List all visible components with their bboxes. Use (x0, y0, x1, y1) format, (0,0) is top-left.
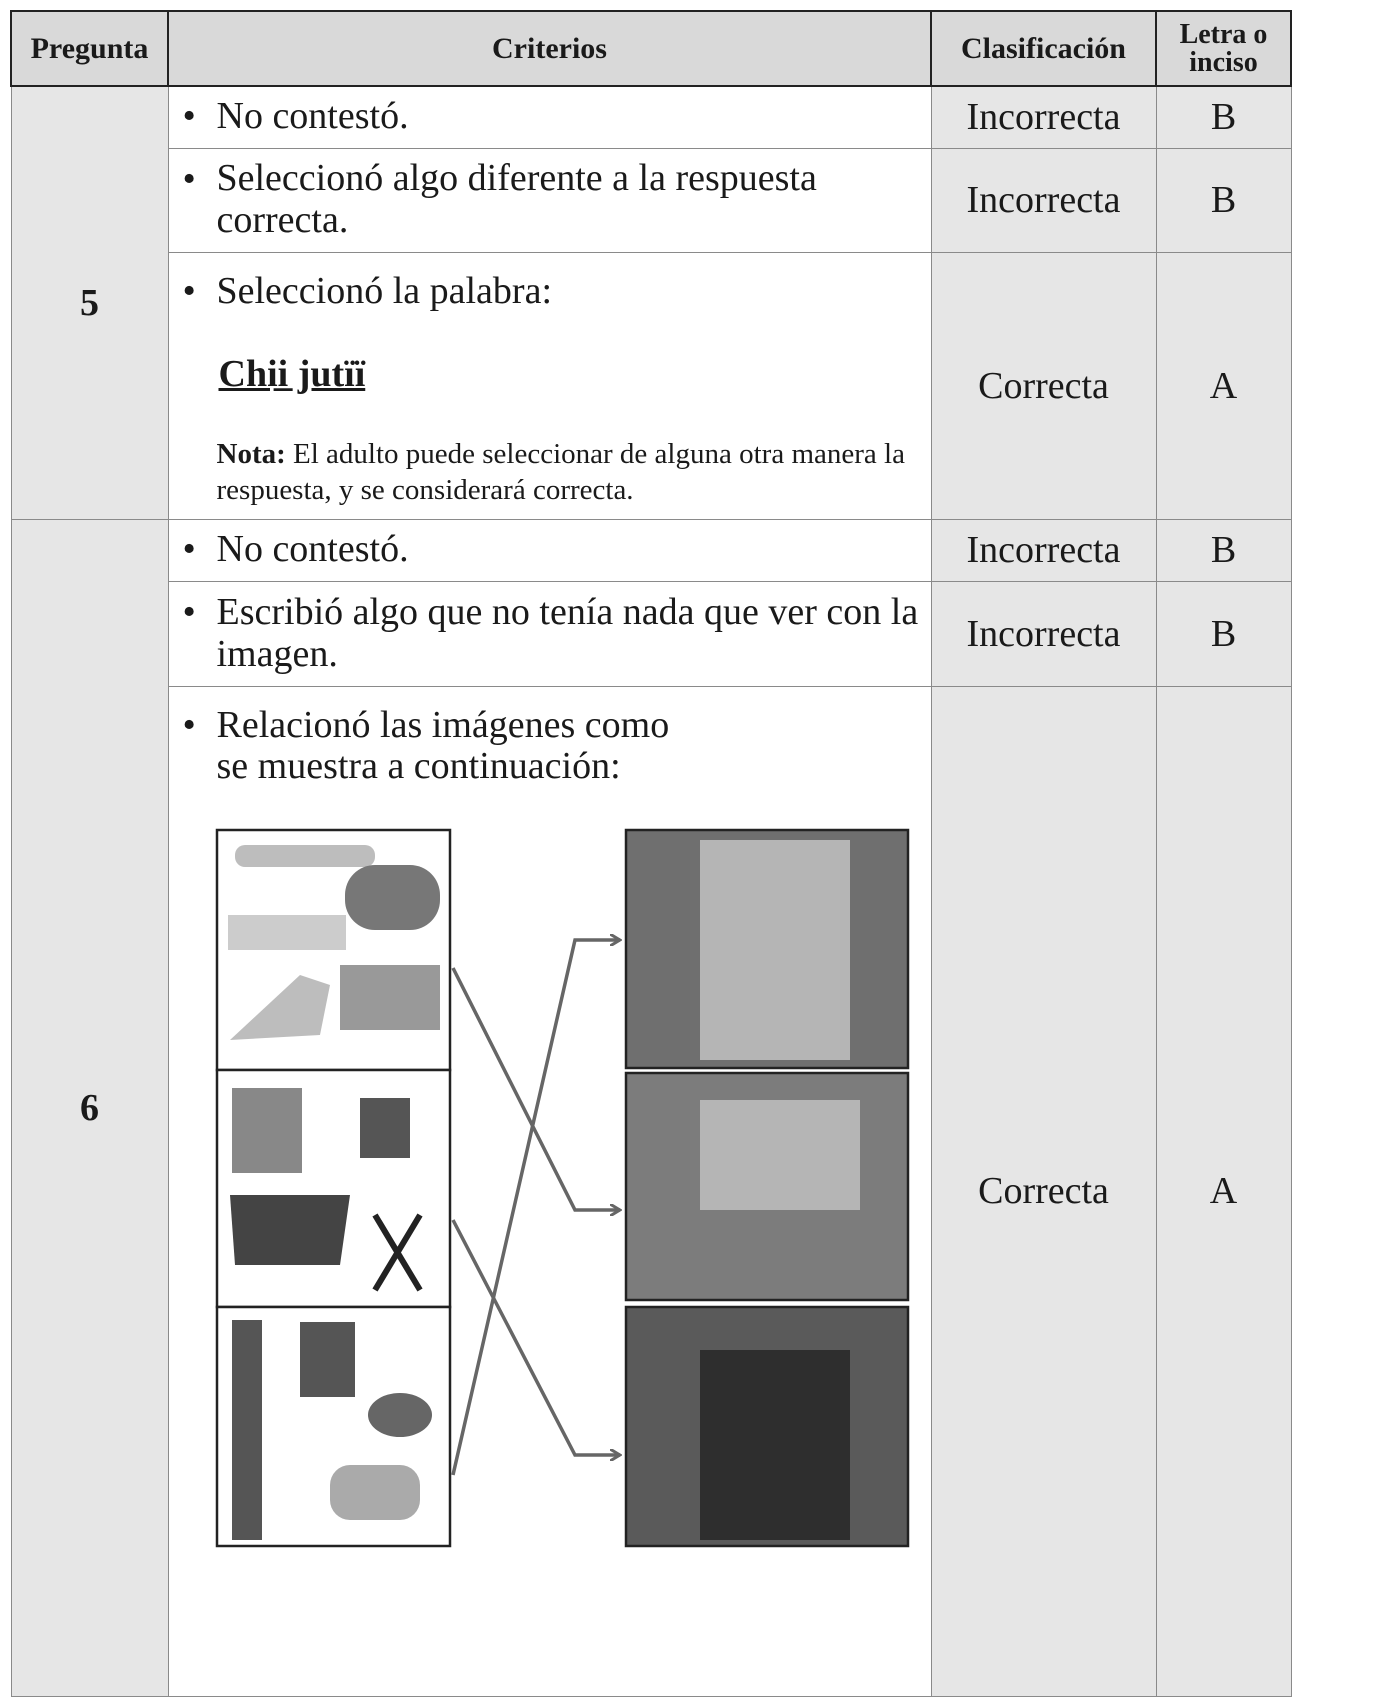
letter: B (1155, 147, 1292, 253)
arrow (451, 1219, 620, 1455)
criterion-text: Seleccionó algo diferente a la respuesta… (216, 157, 817, 241)
letter: A (1155, 251, 1292, 520)
answer-word: Chii̲ jutïï (218, 353, 366, 396)
criterion: • Seleccionó algo diferente a la respuest… (167, 147, 932, 253)
note-text: El adulto puede seleccionar de alguna ot… (216, 438, 905, 507)
letter: B (1155, 580, 1292, 687)
letter: B (1155, 518, 1292, 582)
arrow (451, 940, 620, 1476)
criterion-text: No contestó. (216, 95, 409, 138)
note-label: Nota: (216, 438, 286, 471)
header-cell: Criterios (167, 10, 932, 87)
row: 5 • No contestó. Incorrecta B (10, 85, 1292, 520)
row: • Seleccionó algo diferente a la respuest… (11, 147, 1292, 253)
row: • Escribió algo que no tenía nada que ver… (11, 580, 1292, 687)
criterion-text: Relacionó las imágenes como se muestra a… (216, 703, 670, 788)
criterion: • No contestó. (167, 85, 932, 149)
header-cell: Letra o inciso (1155, 10, 1292, 87)
criterion: • No contestó. (167, 518, 932, 582)
header-cell: Clasificación (930, 10, 1157, 87)
criterion-text: No contestó. (216, 528, 409, 571)
classification: Correcta (930, 685, 1157, 1697)
criterion-text: Escribió algo que no tenía nada que ver … (216, 590, 919, 675)
letter: A (1155, 685, 1292, 1697)
classification: Correcta (930, 251, 1157, 520)
criterion: • Escribió algo que no tenía nada que ver… (167, 580, 932, 687)
classification: Incorrecta (930, 518, 1157, 582)
classification: Incorrecta (930, 580, 1157, 687)
classification: Incorrecta (930, 85, 1157, 149)
arrow (451, 967, 620, 1210)
criterion-text: Seleccionó la palabra: (216, 269, 553, 312)
row: • Seleccionó la palabra: Chii̲ jutïï Nota… (11, 251, 1292, 520)
row: 6 • No contestó. Incorrecta B (10, 518, 1292, 1697)
header-cell: Pregunta (10, 10, 169, 87)
letter: B (1155, 85, 1292, 149)
question-number: 5 (10, 85, 169, 520)
criterion: • Seleccionó la palabra: Chii̲ jutïï Nota… (167, 251, 932, 520)
header-row: Pregunta Criterios Clasificación Letra o… (10, 10, 1292, 87)
question-number: 6 (10, 518, 169, 1697)
classification: Incorrecta (930, 147, 1157, 253)
